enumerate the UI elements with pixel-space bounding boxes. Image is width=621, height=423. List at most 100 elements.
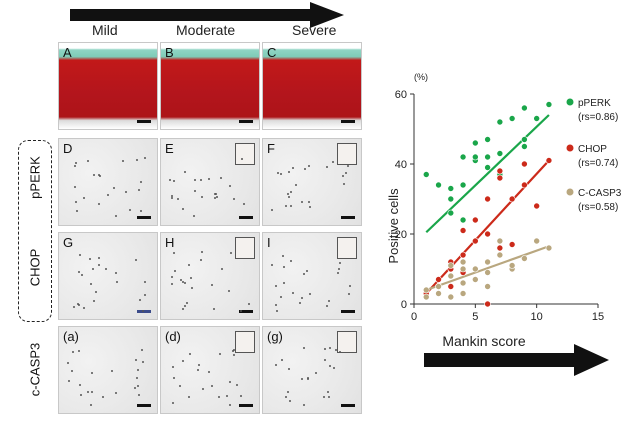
cell-dot xyxy=(95,291,97,293)
panel-letter: (g) xyxy=(267,329,283,344)
panel-letter: D xyxy=(63,141,73,156)
cell-dot xyxy=(90,283,92,285)
panel-D: D xyxy=(58,138,158,226)
cell-dot xyxy=(308,165,310,167)
chop-point xyxy=(508,241,516,248)
scale-bar xyxy=(341,310,355,313)
chop-point xyxy=(435,276,442,283)
cell-dot xyxy=(345,172,347,174)
pperk-point xyxy=(447,195,455,203)
inset-cell xyxy=(337,331,357,353)
scale-bar xyxy=(137,404,151,407)
c-casp3-point xyxy=(447,262,455,269)
pperk-point xyxy=(435,181,442,189)
c-casp3-point xyxy=(496,251,504,259)
scale-bar xyxy=(137,216,151,219)
cell-dot xyxy=(171,283,173,285)
cell-dot xyxy=(144,294,146,296)
cell-dot xyxy=(342,175,344,177)
cell-dot xyxy=(78,304,80,306)
cell-dot xyxy=(276,310,278,312)
severity-label-moderate: Moderate xyxy=(176,22,236,38)
cell-dot xyxy=(283,282,285,284)
panel-G: G xyxy=(58,232,158,320)
c-casp3-point xyxy=(459,258,467,266)
cell-dot xyxy=(99,175,101,177)
c-casp3-point xyxy=(545,244,553,252)
cell-dot xyxy=(125,191,127,193)
cell-dot xyxy=(142,310,144,312)
panel-letter: B xyxy=(165,45,174,60)
c-casp3-point xyxy=(533,237,540,245)
inset-cell xyxy=(235,237,255,259)
cell-dot xyxy=(230,252,232,254)
cell-dot xyxy=(275,285,277,287)
cell-dot xyxy=(283,266,285,268)
cell-dot xyxy=(233,354,235,356)
cell-dot xyxy=(171,195,173,197)
cell-dot xyxy=(71,370,73,372)
scale-bar xyxy=(239,404,253,407)
scale-bar xyxy=(341,404,355,407)
scale-bar xyxy=(341,216,355,219)
cell-dot xyxy=(91,372,93,374)
chop-point xyxy=(545,157,553,164)
scatter-chart: (%) Positive cells Mankin score 0 20 40 60 0… xyxy=(386,72,621,349)
cell-dot xyxy=(308,201,310,203)
cell-dot xyxy=(232,350,234,352)
cell-dot xyxy=(113,187,115,189)
x-axis-label: Mankin score xyxy=(442,333,525,349)
cell-dot xyxy=(214,197,216,199)
c-casp3-point xyxy=(521,255,528,262)
y-tick-label: 40 xyxy=(395,159,407,171)
pperk-legend-stat: (rs=0.86) xyxy=(578,112,618,123)
cell-dot xyxy=(275,304,277,306)
cell-dot xyxy=(301,201,303,203)
cell-dot xyxy=(208,371,210,373)
scale-bar xyxy=(239,120,253,123)
cell-dot xyxy=(324,348,326,350)
inset-cell xyxy=(337,143,357,165)
row-label-chop: CHOP xyxy=(27,248,43,287)
cell-dot xyxy=(290,205,292,207)
cell-dot xyxy=(122,160,124,162)
cell-dot xyxy=(107,194,109,196)
cell-dot xyxy=(188,396,190,398)
cell-dot xyxy=(328,396,330,398)
panel-E: E xyxy=(160,138,260,226)
cell-dot xyxy=(80,394,82,396)
cell-dot xyxy=(184,305,186,307)
cell-dot xyxy=(191,287,193,289)
cell-dot xyxy=(326,305,328,307)
chop-point xyxy=(521,181,528,189)
cell-dot xyxy=(288,196,290,198)
cell-dot xyxy=(173,180,175,182)
cell-dot xyxy=(339,351,341,353)
cell-dot xyxy=(288,171,290,173)
cell-dot xyxy=(115,272,117,274)
cell-dot xyxy=(190,277,192,279)
cell-dot xyxy=(248,303,250,305)
cell-dot xyxy=(83,197,85,199)
c-casp3-legend-label: C-CASP3 xyxy=(578,188,621,199)
pperk-fit-line xyxy=(425,114,550,234)
pperk-point xyxy=(459,216,467,224)
cell-dot xyxy=(236,384,238,386)
cell-dot xyxy=(81,274,83,276)
cell-dot xyxy=(271,264,273,266)
cell-dot xyxy=(275,364,277,366)
cell-dot xyxy=(220,177,222,179)
cell-dot xyxy=(329,365,331,367)
cell-dot xyxy=(229,404,231,406)
cell-dot xyxy=(93,300,95,302)
cell-dot xyxy=(307,378,309,380)
row-label-box xyxy=(18,140,52,322)
pperk-point xyxy=(459,181,467,189)
pperk-legend-label: pPERK xyxy=(578,98,611,109)
cell-dot xyxy=(135,259,137,261)
chop-point xyxy=(472,216,479,224)
cell-dot xyxy=(144,281,146,283)
c-casp3-point xyxy=(435,290,442,297)
cell-dot xyxy=(301,297,303,299)
panel-F: F xyxy=(262,138,362,226)
